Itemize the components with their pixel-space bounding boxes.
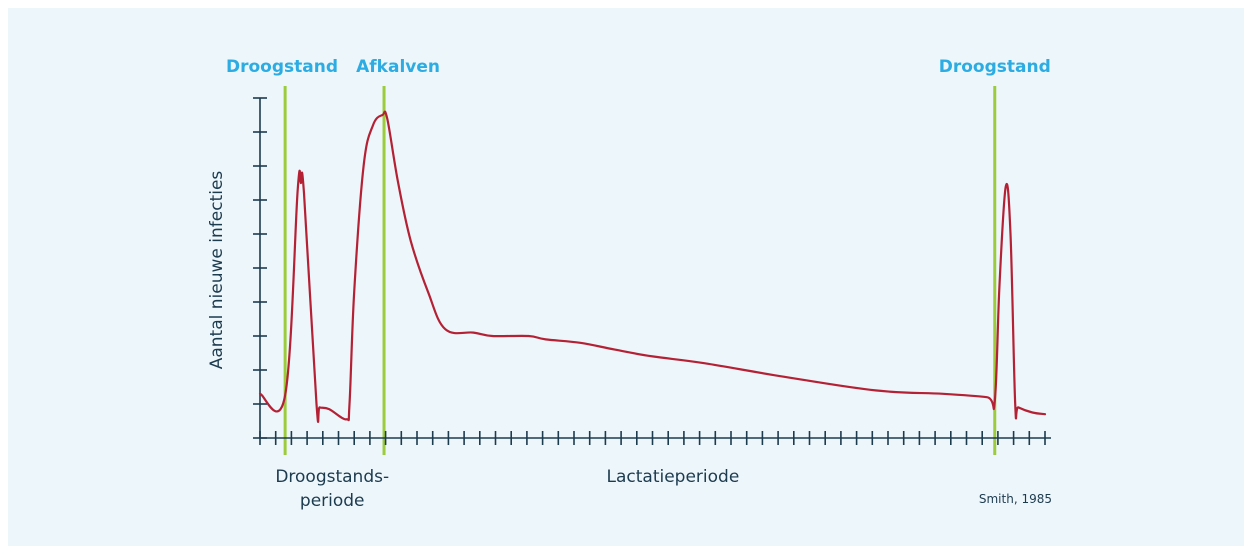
phase-marker-label: Droogstand	[939, 57, 1051, 77]
axes	[253, 97, 1051, 445]
chart-panel	[8, 8, 1244, 546]
x-period-label: Droogstands-	[275, 467, 389, 487]
x-period-label: periode	[300, 491, 365, 511]
y-axis-label: Aantal nieuwe infecties	[207, 171, 227, 370]
series-line	[258, 110, 1047, 423]
phase-marker-label: Droogstand	[226, 57, 338, 77]
source-note: Smith, 1985	[979, 492, 1052, 506]
period-labels: Droogstands-periode Lactatieperiode	[275, 467, 739, 511]
phase-marker-label: Afkalven	[356, 57, 440, 77]
phase-labels: Droogstand Afkalven Droogstand	[226, 57, 1051, 77]
x-period-label: Lactatieperiode	[607, 467, 740, 487]
